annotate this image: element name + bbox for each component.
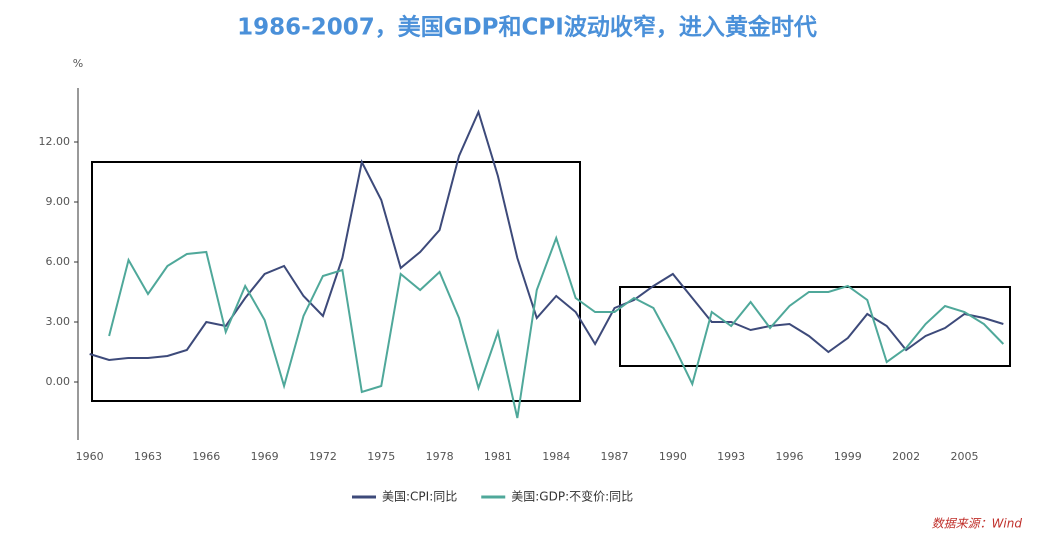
x-tick-label: 1987 [601, 450, 629, 463]
series-line [108, 234, 1005, 419]
x-tick-label: 2002 [892, 450, 920, 463]
y-tick-label: 6.00 [46, 255, 71, 268]
x-tick-label: 1996 [775, 450, 803, 463]
x-tick-label: 1960 [76, 450, 104, 463]
highlight-box [619, 286, 1011, 367]
y-tick-label: 9.00 [46, 195, 71, 208]
legend-label: 美国:CPI:同比 [382, 490, 457, 504]
x-tick-label: 2005 [950, 450, 978, 463]
x-tick-label: 1993 [717, 450, 745, 463]
source-note: 数据来源：Wind [932, 517, 1023, 531]
chart-title: 1986-2007，美国GDP和CPI波动收窄，进入黄金时代 [237, 14, 817, 41]
series-line [89, 109, 1004, 362]
x-tick-label: 1969 [251, 450, 279, 463]
x-tick-label: 1981 [484, 450, 512, 463]
y-tick-label: 0.00 [46, 375, 71, 388]
x-tick-label: 1978 [426, 450, 454, 463]
x-tick-label: 1963 [134, 450, 162, 463]
legend-label: 美国:GDP:不变价:同比 [511, 489, 633, 504]
x-tick-label: 1999 [834, 450, 862, 463]
x-tick-label: 1984 [542, 450, 570, 463]
y-unit: % [73, 57, 83, 70]
x-tick-label: 1975 [367, 450, 395, 463]
x-tick-label: 1972 [309, 450, 337, 463]
x-tick-label: 1990 [659, 450, 687, 463]
legend: 美国:CPI:同比 美国:GDP:不变价:同比 [352, 489, 633, 504]
y-tick-label: 12.00 [39, 135, 71, 148]
x-tick-label: 1966 [192, 450, 220, 463]
y-tick-label: 3.00 [46, 315, 71, 328]
highlight-box [91, 161, 581, 402]
